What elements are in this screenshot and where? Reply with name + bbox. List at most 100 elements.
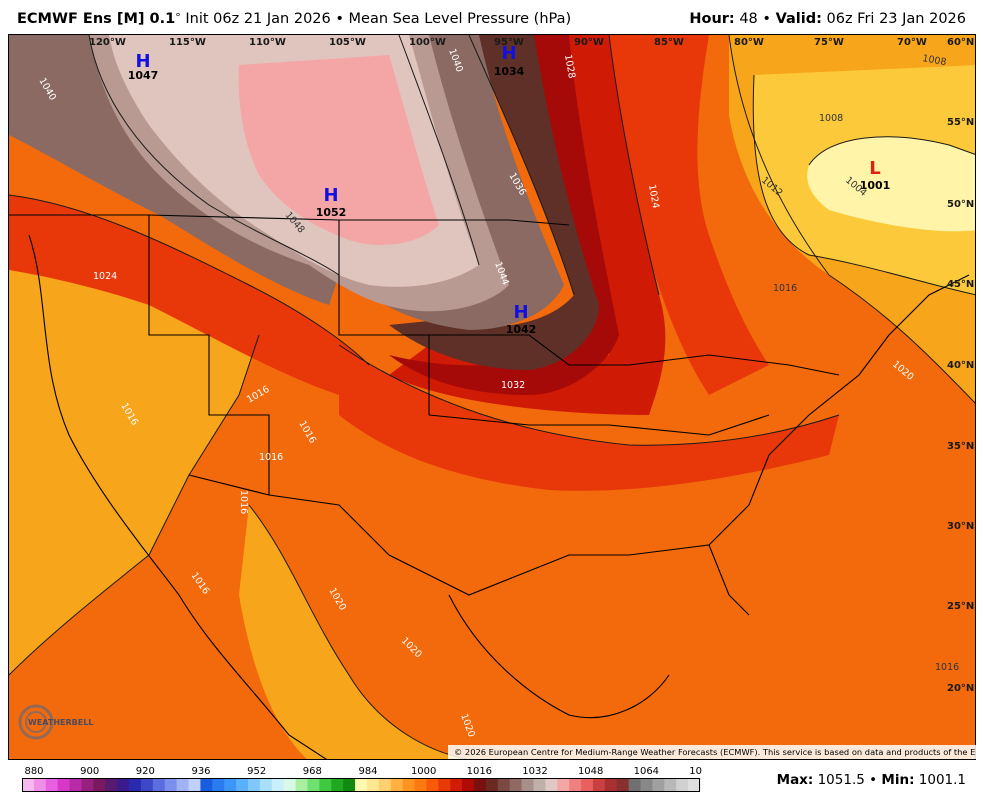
max-label: Max: [776,772,814,788]
isobar-label: 1008 [921,53,947,68]
lat-label: 55°N [947,117,974,128]
isobar-label: 1020 [326,586,348,612]
colorbar-swatch [497,778,511,792]
colorbar-swatch [581,778,594,792]
lat-label: 20°N [947,683,974,694]
valid-value: 06z Fri 23 Jan 2026 [821,11,967,27]
logo-svg: WEATHERBELL [18,704,93,740]
lat-label: 30°N [947,521,974,532]
model-name: ECMWF Ens [M] 0.1 [17,11,176,27]
isobar-label: 1024 [93,271,117,282]
hour-label: Hour: [689,11,735,27]
lon-label: 115°W [169,37,206,48]
colorbar-swatch [628,778,642,792]
colorbar-swatch [271,778,285,792]
isobar-label: 1016 [773,283,797,294]
colorbar-swatch [212,778,225,792]
isobar-label: 1032 [501,380,525,391]
colorbar-tick-label: 920 [136,766,155,777]
isobar-label: 1020 [458,712,477,738]
high-marker: H [323,185,338,206]
colorbar-swatch [331,778,344,792]
isobar-label: 1016 [189,570,212,596]
isobar-label: 1024 [646,184,661,210]
isobar-label: 1016 [238,490,249,514]
colorbar-swatch [616,778,630,792]
colorbar-swatch [557,778,570,792]
lon-label: 90°W [574,37,604,48]
lon-label: 105°W [329,37,366,48]
high-value: 1047 [128,69,159,82]
colorbar-swatch [81,778,94,792]
colorbar-swatch [402,778,416,792]
lon-label: 120°W [89,37,126,48]
lon-label: 70°W [897,37,927,48]
header-title: ECMWF Ens [M] 0.1° Init 06z 21 Jan 2026 … [17,11,571,27]
colorbar-swatch [664,778,677,792]
colorbar-tick-label: 1064 [634,766,659,777]
colorbar-swatch [224,778,237,792]
max-min-summary: Max: 1051.5 • Min: 1001.1 [777,772,966,788]
high-value: 1034 [494,65,525,78]
lat-label-top: 60°N [947,37,974,48]
pressure-colorbar: 880 900 920 936 952 968 984 1000 1016 1032 1048 106… [22,764,715,804]
zone-1016-gulf [239,505,467,759]
colorbar-swatch [676,778,689,792]
isobar-label: 1008 [819,113,843,124]
colorbar-swatch [259,778,273,792]
zone-1028 [389,35,666,415]
pressure-centers: H 1047 H 1034 H 1052 H 1042 L 1001 [128,43,891,336]
high-value: 1052 [316,206,347,219]
colorbar-swatch [474,778,487,792]
colorbar-swatch [93,778,106,792]
degree-symbol: ° [175,11,181,24]
colorbar-tick-label: 984 [358,766,377,777]
separator: • [330,11,349,27]
colorbar-tick-label: 952 [247,766,266,777]
weatherbell-logo: WEATHERBELL [14,700,104,742]
colorbar-swatch [390,778,404,792]
isobar-label: 1016 [296,419,318,445]
colorbar-swatch [117,778,130,792]
field-name: Mean Sea Level Pressure (hPa) [348,11,572,27]
longitude-axis: 120°W 115°W 110°W 105°W 100°W 95°W 90°W … [89,37,974,48]
colorbar-swatch [188,778,201,792]
colorbar-swatch [450,778,463,792]
colorbar-tick-label: 1080 [689,766,702,777]
isobar-label: 1028 [562,54,577,80]
colorbar-tick-label: 1016 [467,766,492,777]
zone-1016 [9,255,259,675]
zone-1024-central [339,345,839,491]
colorbar-swatch [152,778,166,792]
isobar-label: 1016 [245,384,271,406]
lat-label: 25°N [947,601,974,612]
colorbar-svg: 880 900 920 936 952 968 984 1000 1016 1032 1048 106… [22,766,715,792]
colorbar-swatch [69,778,82,792]
colorbar-swatch [343,778,356,792]
colorbar-swatch [521,778,534,792]
colorbar-swatch [129,778,142,792]
colorbar-swatch [438,778,451,792]
lat-label: 50°N [947,199,974,210]
colorbar-swatch [414,778,427,792]
high-marker: H [135,51,150,72]
colorbar-swatch [640,778,653,792]
colorbar-swatch [45,778,59,792]
lat-label: 45°N [947,279,974,290]
borders [9,214,970,759]
logo-text: WEATHERBELL [28,718,93,727]
lon-label: 75°W [814,37,844,48]
colorbar-tick-label: 968 [303,766,322,777]
lat-label: 35°N [947,441,974,452]
header-valid: Hour: 48 • Valid: 06z Fri 23 Jan 2026 [689,11,966,27]
lon-label: 100°W [409,37,446,48]
colorbar-tick-label: 900 [80,766,99,777]
high-marker: H [501,43,516,64]
zone-1024-east [609,35,769,395]
separator: • [869,772,882,788]
lon-label: 95°W [494,37,524,48]
colorbar-swatch [164,778,178,792]
lat-label: 40°N [947,360,974,371]
colorbar-swatch [236,778,249,792]
colorbar-swatch [22,778,35,792]
